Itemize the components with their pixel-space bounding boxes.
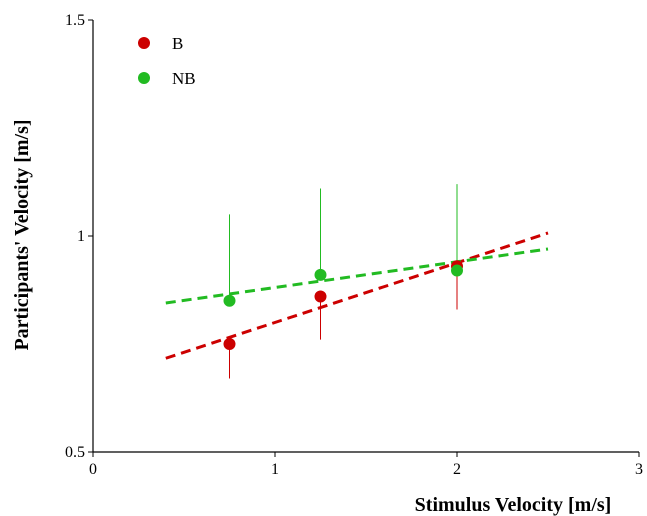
y-tick-label: 0.5	[65, 444, 85, 461]
x-tick-label: 0	[89, 461, 97, 478]
data-point-nb	[451, 264, 463, 277]
plot-area	[165, 184, 549, 379]
data-point-nb	[223, 294, 236, 307]
tick-labels: 0 1 2 3 0.5 1 1.5	[65, 12, 643, 478]
legend-marker-b	[138, 37, 150, 49]
legend: B NB	[138, 34, 196, 88]
legend-label-b: B	[172, 34, 183, 53]
x-tick-label: 1	[271, 461, 279, 478]
y-axis-title: Participants' Velocity [m/s]	[11, 119, 33, 350]
x-tick-label: 3	[635, 461, 643, 478]
trendline-b	[165, 231, 549, 360]
data-point-b	[223, 338, 236, 350]
y-tick-label: 1.5	[65, 12, 85, 29]
data-point-b	[314, 290, 327, 303]
x-tick-label: 2	[453, 461, 461, 478]
axes	[88, 19, 640, 457]
legend-marker-nb	[138, 72, 150, 84]
data-point-nb	[314, 268, 327, 281]
y-tick-label: 1	[77, 228, 85, 245]
legend-label-nb: NB	[172, 69, 196, 88]
x-axis-title: Stimulus Velocity [m/s]	[415, 494, 612, 516]
